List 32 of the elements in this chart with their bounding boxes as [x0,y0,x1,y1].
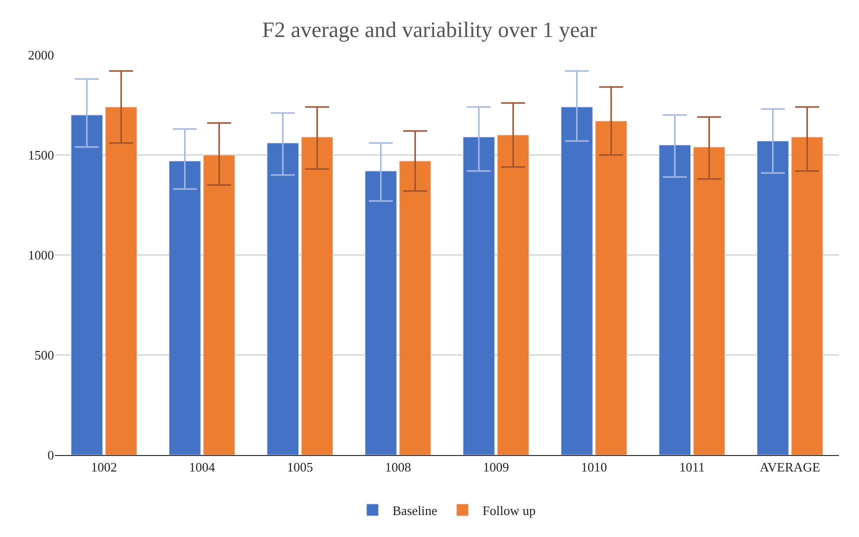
bar [693,146,726,455]
bar [791,136,824,455]
bar [70,114,103,455]
bar [560,106,593,455]
bar [595,120,628,455]
bar [203,154,236,455]
x-tick-label: 1010 [581,460,607,475]
legend-label: Baseline [392,503,438,518]
x-tick-label: 1004 [189,460,216,475]
y-tick-label: 1000 [28,248,54,263]
x-tick-label: AVERAGE [760,460,820,475]
x-tick-label: 1002 [91,460,117,475]
bar [756,140,789,455]
y-tick-label: 2000 [28,48,54,63]
bar [462,136,495,455]
bar [301,136,334,455]
bar [105,106,138,455]
y-tick-label: 500 [34,348,54,363]
bar [497,134,530,455]
bar [266,142,299,455]
y-tick-label: 0 [48,448,54,463]
chart-title: F2 average and variability over 1 year [262,16,598,42]
bar [168,160,201,455]
bar [658,144,691,455]
x-tick-label: 1011 [679,460,705,475]
legend-label: Follow up [482,503,536,518]
x-tick-label: 1005 [287,460,313,475]
x-tick-label: 1008 [385,460,411,475]
x-tick-label: 1009 [483,460,509,475]
bar [399,160,432,455]
y-tick-label: 1500 [28,148,54,163]
bar [364,170,397,455]
